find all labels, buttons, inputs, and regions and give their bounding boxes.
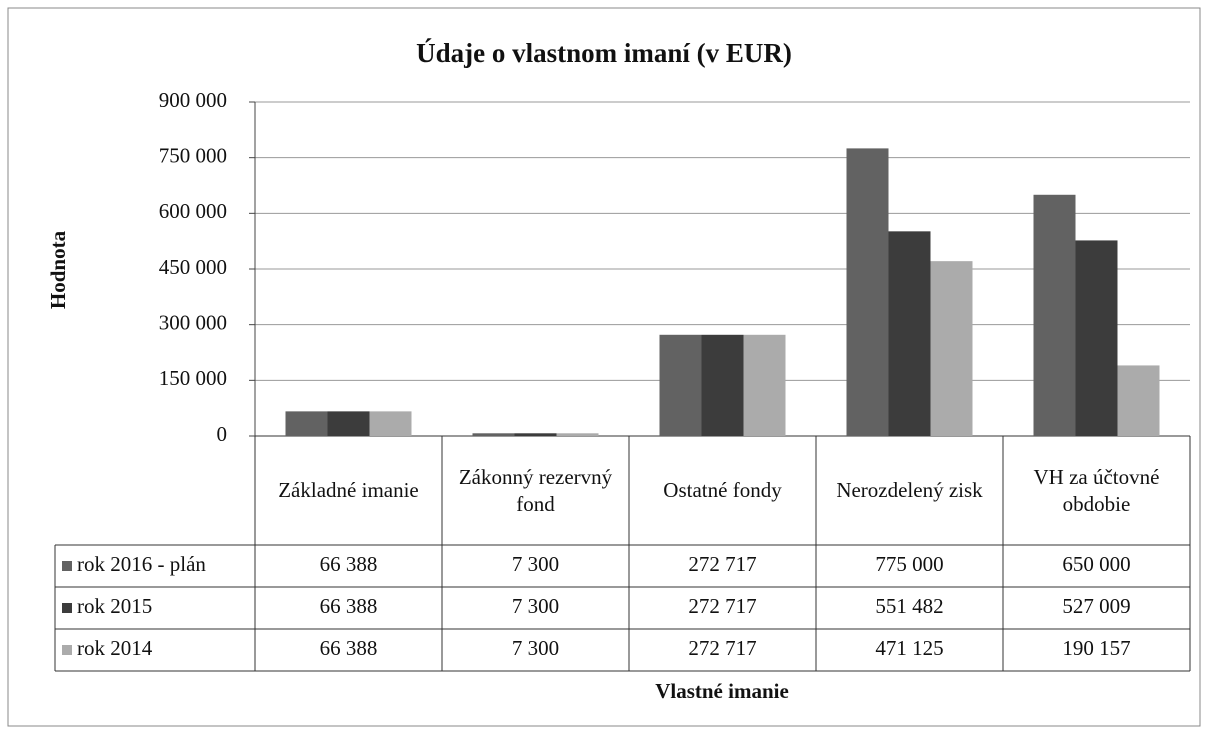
data-table-value: 66 388 bbox=[320, 552, 378, 576]
y-tick-label: 300 000 bbox=[159, 310, 227, 334]
data-table-value: 471 125 bbox=[875, 636, 943, 660]
bar bbox=[1117, 365, 1160, 436]
legend-key bbox=[62, 645, 72, 655]
y-tick-label: 150 000 bbox=[159, 366, 227, 390]
x-tick-label: Základné imanie bbox=[278, 478, 419, 503]
legend-key bbox=[62, 603, 72, 613]
data-table-value: 551 482 bbox=[875, 594, 943, 618]
data-table-value: 7 300 bbox=[512, 594, 559, 618]
bar bbox=[846, 148, 889, 436]
x-tick-label: Zákonný rezervný fond bbox=[458, 465, 613, 516]
category-cell: Ostatné fondy bbox=[663, 478, 782, 503]
chart-title: Údaje o vlastnom imaní (v EUR) bbox=[416, 38, 792, 68]
y-tick-label: 0 bbox=[217, 422, 228, 446]
y-tick-label: 600 000 bbox=[159, 199, 227, 223]
data-table-value: 7 300 bbox=[512, 552, 559, 576]
y-tick-label: 750 000 bbox=[159, 143, 227, 167]
data-table-value: 272 717 bbox=[688, 552, 756, 576]
bar bbox=[930, 261, 973, 436]
bar bbox=[1075, 240, 1118, 436]
bar bbox=[659, 334, 702, 436]
bar bbox=[701, 334, 744, 436]
data-table-value: 650 000 bbox=[1062, 552, 1130, 576]
bar bbox=[285, 411, 328, 436]
data-table-value: 272 717 bbox=[688, 594, 756, 618]
category-cell: Základné imanie bbox=[278, 478, 419, 503]
legend-label: rok 2014 bbox=[77, 636, 153, 660]
legend-key bbox=[62, 561, 72, 571]
x-axis-title: Vlastné imanie bbox=[655, 679, 789, 703]
x-tick-label: VH za účtovné obdobie bbox=[1033, 465, 1160, 516]
legend-label: rok 2016 - plán bbox=[77, 552, 206, 576]
legend-label: rok 2015 bbox=[77, 594, 152, 618]
chart-border bbox=[7, 7, 1201, 727]
data-table-value: 66 388 bbox=[320, 594, 378, 618]
bar bbox=[369, 411, 412, 436]
y-tick-label: 900 000 bbox=[159, 88, 227, 112]
bar bbox=[556, 433, 599, 436]
bar bbox=[514, 433, 557, 436]
data-table-value: 272 717 bbox=[688, 636, 756, 660]
data-table-value: 527 009 bbox=[1062, 594, 1130, 618]
y-tick-label: 450 000 bbox=[159, 255, 227, 279]
bar bbox=[472, 433, 515, 436]
bar bbox=[327, 411, 370, 436]
x-tick-label: Ostatné fondy bbox=[663, 478, 782, 503]
data-table-value: 775 000 bbox=[875, 552, 943, 576]
bar bbox=[888, 231, 931, 436]
data-table-value: 190 157 bbox=[1062, 636, 1130, 660]
y-axis-title: Hodnota bbox=[46, 230, 70, 309]
x-tick-label: Nerozdelený zisk bbox=[836, 478, 983, 503]
category-cell: VH za účtovné obdobie bbox=[1033, 465, 1160, 516]
category-cell: Nerozdelený zisk bbox=[836, 478, 983, 503]
bar bbox=[1033, 194, 1076, 436]
data-table-value: 66 388 bbox=[320, 636, 378, 660]
data-table-value: 7 300 bbox=[512, 636, 559, 660]
category-cell: Zákonný rezervný fond bbox=[458, 465, 613, 516]
bar bbox=[743, 334, 786, 436]
